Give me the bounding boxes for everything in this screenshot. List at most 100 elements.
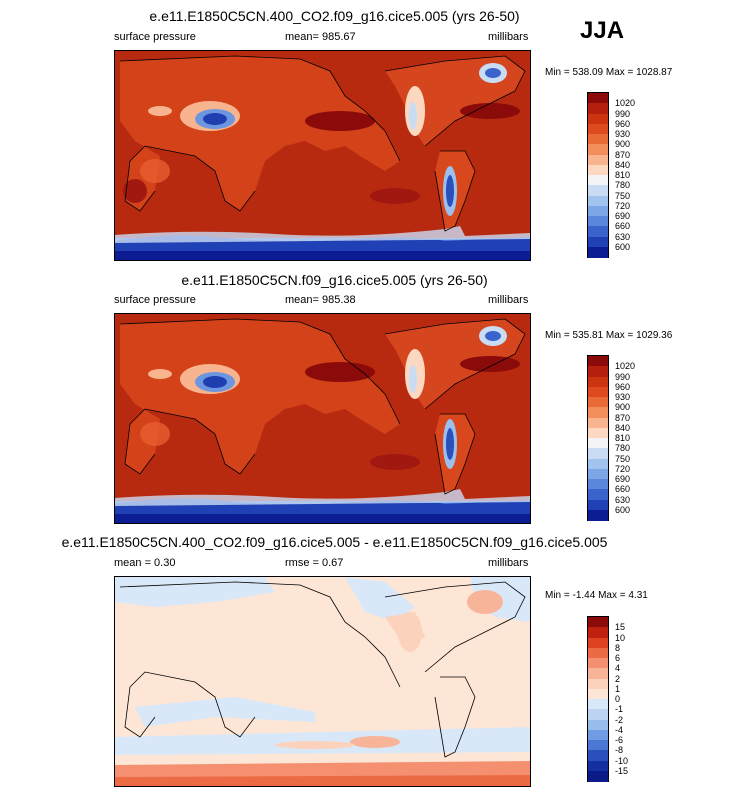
colorbar-tick-label: -10 — [615, 755, 629, 766]
colorbar-swatch — [588, 205, 608, 217]
panel2-minmax: Min = 535.81 Max = 1029.36 — [545, 330, 673, 341]
colorbar-tick-label: 600 — [615, 504, 631, 515]
season-label: JJA — [580, 17, 625, 44]
colorbar-swatch — [588, 688, 608, 700]
colorbar-swatch — [588, 448, 608, 459]
colorbar-swatch — [588, 185, 608, 196]
colorbar-swatch — [588, 356, 608, 367]
panel1-colorbar: 1020 990 960 930 900 870 840 810 780 750 720 690 660… — [587, 92, 635, 258]
colorbar-tick-label: 660 — [615, 221, 631, 232]
colorbar-tick-label: 930 — [615, 129, 631, 139]
panel1-units-label: millibars — [488, 31, 529, 43]
colorbar-swatch — [588, 647, 608, 659]
colorbar-swatch — [588, 489, 608, 500]
colorbar-tick-label: 900 — [615, 402, 631, 413]
panel1-mean-label: mean= 985.67 — [285, 31, 356, 43]
colorbar-swatch — [588, 750, 608, 761]
colorbar-swatch — [588, 376, 608, 388]
colorbar-tick-label: 690 — [615, 211, 631, 221]
colorbar-tick-label: 960 — [615, 118, 631, 129]
colorbar-tick-label: -15 — [615, 765, 629, 776]
panel1-title: e.e11.E1850C5CN.400_CO2.f09_g16.cice5.00… — [149, 8, 520, 24]
colorbar-swatch — [588, 407, 608, 418]
colorbar-swatch — [588, 175, 608, 186]
colorbar-tick-label: 960 — [615, 381, 631, 392]
panel3-map — [114, 576, 531, 787]
colorbar-tick-label: -2 — [615, 714, 624, 725]
colorbar-tick-label: 870 — [615, 149, 631, 160]
colorbar-swatch — [588, 709, 608, 720]
panel3-minmax: Min = -1.44 Max = 4.31 — [545, 590, 648, 601]
colorbar-swatch — [588, 468, 608, 480]
colorbar-tick-label: 15 — [615, 622, 626, 633]
colorbar-tick-label: 8 — [615, 642, 621, 653]
colorbar-swatch — [588, 236, 608, 248]
colorbar-swatch — [588, 668, 608, 679]
colorbar-swatch — [588, 123, 608, 135]
colorbar-tick-label: 4 — [615, 663, 621, 674]
panel3-colorbar: 15 10 8 6 4 2 1 0 -1 -2 -4 -6 -8 -10 -15 — [587, 616, 628, 782]
colorbar-swatch — [588, 637, 608, 649]
colorbar-swatch — [588, 658, 608, 669]
colorbar-swatch — [588, 770, 608, 782]
colorbar-tick-label: 2 — [615, 673, 621, 684]
colorbar-swatch — [588, 760, 608, 772]
colorbar-swatch — [588, 627, 608, 638]
panel2-units-label: millibars — [488, 294, 529, 306]
colorbar-tick-label: -1 — [615, 704, 624, 715]
colorbar-swatch — [588, 386, 608, 398]
colorbar-tick-label: 660 — [615, 484, 631, 495]
colorbar-swatch — [588, 417, 608, 429]
colorbar-swatch — [588, 366, 608, 377]
colorbar-swatch — [588, 458, 608, 470]
colorbar-tick-label: 720 — [615, 463, 631, 474]
panel3-mean-label: mean = 0.30 — [114, 557, 176, 569]
colorbar-tick-label: -8 — [615, 745, 624, 756]
colorbar-tick-label: 630 — [615, 494, 631, 505]
colorbar-tick-label: 900 — [615, 139, 631, 150]
colorbar-swatch — [588, 195, 608, 207]
panel1-minmax: Min = 538.09 Max = 1028.87 — [545, 67, 673, 78]
colorbar-tick-label: 630 — [615, 231, 631, 242]
colorbar-swatch — [588, 144, 608, 155]
colorbar-tick-label: 1020 — [615, 98, 636, 109]
colorbar-swatch — [588, 740, 608, 751]
colorbar-tick-label: 990 — [615, 371, 631, 382]
colorbar-tick-label: 750 — [615, 190, 631, 201]
colorbar-tick-label: 690 — [615, 474, 631, 484]
colorbar-tick-label: 1 — [615, 683, 621, 694]
colorbar-swatch — [588, 427, 608, 439]
colorbar-tick-label: 600 — [615, 241, 631, 252]
colorbar-swatch — [588, 113, 608, 125]
colorbar-swatch — [588, 164, 608, 176]
panel2-map-field — [115, 314, 530, 523]
colorbar-tick-label: -4 — [615, 724, 624, 735]
colorbar-swatch — [588, 617, 608, 628]
colorbar-swatch — [588, 93, 608, 104]
colorbar-tick-label: 720 — [615, 200, 631, 211]
colorbar-tick-label: 0 — [615, 694, 621, 704]
panel1-map-field — [115, 51, 530, 260]
panel2-map — [114, 313, 531, 524]
colorbar-tick-label: 780 — [615, 180, 631, 191]
panel1-map — [114, 50, 531, 261]
panel3-rmse-label: rmse = 0.67 — [285, 557, 344, 569]
colorbar-tick-label: 1020 — [615, 361, 636, 372]
colorbar-tick-label: 6 — [615, 653, 621, 663]
colorbar-tick-label: 750 — [615, 453, 631, 464]
colorbar-tick-label: -6 — [615, 735, 624, 745]
colorbar-swatch — [588, 729, 608, 741]
colorbar-swatch — [588, 246, 608, 258]
panel2-colorbar: 1020 990 960 930 900 870 840 810 780 750 720 690 660… — [587, 355, 635, 521]
colorbar-swatch — [588, 226, 608, 237]
colorbar-swatch — [588, 216, 608, 227]
colorbar-swatch — [588, 699, 608, 710]
colorbar-tick-label: 780 — [615, 443, 631, 454]
colorbar-swatch — [588, 719, 608, 731]
panel3-map-field — [115, 577, 530, 786]
colorbar-tick-label: 870 — [615, 412, 631, 423]
colorbar-tick-label: 840 — [615, 159, 631, 170]
panel2-mean-label: mean= 985.38 — [285, 294, 356, 306]
panel2-variable-label: surface pressure — [114, 294, 196, 306]
colorbar-swatch — [588, 134, 608, 145]
